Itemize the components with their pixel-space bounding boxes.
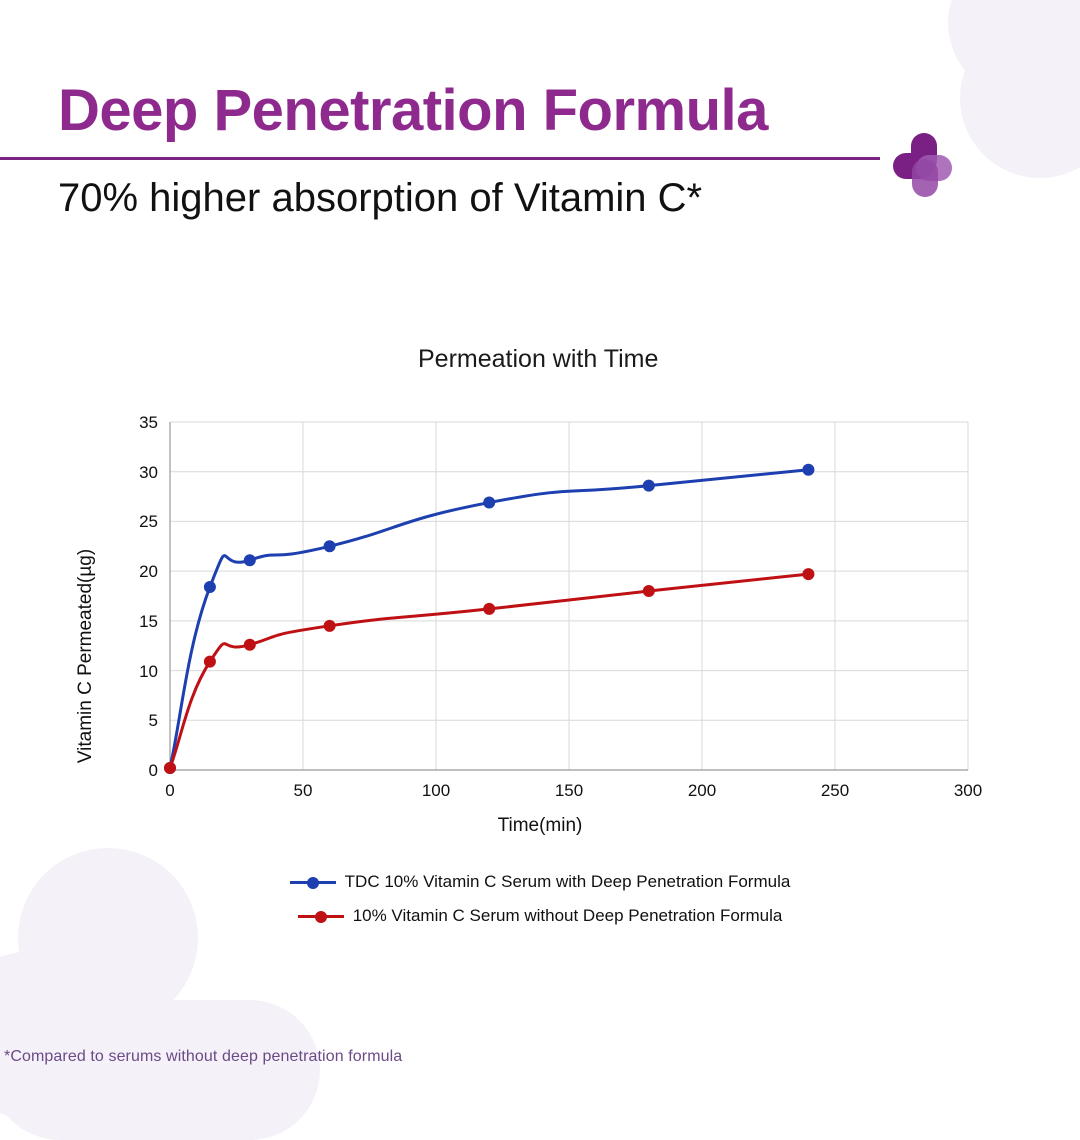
page-subtitle: 70% higher absorption of Vitamin C* (58, 176, 703, 220)
legend-swatch-series-1 (297, 909, 344, 923)
decorative-blob-top-right-2 (960, 18, 1080, 178)
y-tick-label-25: 25 (139, 512, 158, 532)
chart-container: Permeation with Time Vitamin C Permeated… (0, 345, 1080, 945)
chart-title: Permeation with Time (418, 345, 659, 373)
decorative-blob-bottom-left-2 (0, 950, 160, 1120)
decorative-blob-bottom-left-3 (0, 1000, 320, 1140)
y-tick-label-0: 0 (148, 761, 158, 780)
cross-plus-icon-lobe-bottom (912, 159, 938, 197)
x-tick-label-200: 200 (687, 781, 717, 800)
legend-dot-series-0 (306, 877, 319, 889)
plot-area: Vitamin C Permeated(µg) 0 5 10 15 20 25 30 35 0… (0, 345, 1080, 815)
x-tick-label-100: 100 (421, 781, 451, 800)
x-axis-ticks: 0 50 100 150 200 250 300 (0, 781, 1080, 811)
legend-dot-series-1 (314, 911, 327, 923)
y-tick-label-15: 15 (139, 611, 158, 631)
decorative-blob-top-right-1 (948, 0, 1080, 98)
x-tick-label-250: 250 (820, 781, 850, 800)
legend-item-series-0[interactable]: TDC 10% Vitamin C Serum with Deep Penetr… (0, 865, 1080, 899)
legend-swatch-series-0 (289, 875, 336, 889)
cross-plus-icon (893, 133, 955, 205)
footnote: *Compared to serums without deep penetra… (4, 1048, 403, 1065)
x-tick-label-150: 150 (554, 781, 584, 800)
page-title: Deep Penetration Formula (58, 78, 768, 143)
plot-svg (164, 421, 969, 775)
title-divider (0, 157, 880, 160)
y-tick-label-10: 10 (139, 661, 158, 681)
x-tick-label-0: 0 (165, 781, 175, 800)
y-tick-label-5: 5 (148, 711, 158, 731)
legend-label-series-0: TDC 10% Vitamin C Serum with Deep Penetr… (344, 872, 791, 891)
legend-label-series-1: 10% Vitamin C Serum without Deep Penetra… (352, 906, 783, 925)
legend-item-series-1[interactable]: 10% Vitamin C Serum without Deep Penetra… (0, 899, 1080, 933)
y-axis-ticks: 0 5 10 15 20 25 30 35 (118, 345, 158, 815)
y-tick-label-35: 35 (139, 413, 158, 432)
chart-legend: TDC 10% Vitamin C Serum with Deep Penetr… (0, 865, 1080, 933)
x-tick-label-300: 300 (953, 781, 983, 800)
x-tick-label-50: 50 (293, 781, 313, 800)
y-tick-label-30: 30 (139, 462, 158, 482)
y-tick-label-20: 20 (139, 562, 158, 582)
x-axis-title: Time(min) (497, 815, 583, 836)
